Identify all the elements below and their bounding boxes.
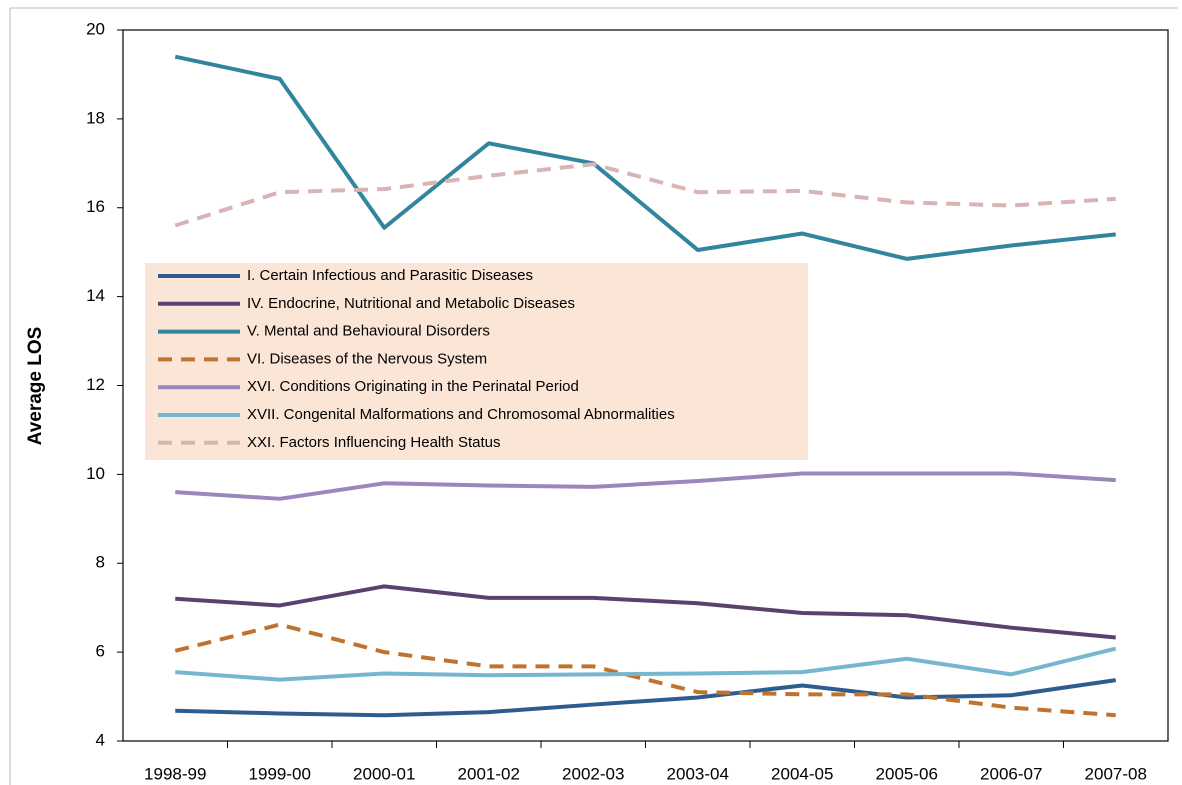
x-tick-label: 2001-02 [458, 764, 520, 783]
legend: I. Certain Infectious and Parasitic Dise… [158, 267, 675, 451]
series-line [175, 471, 1116, 501]
y-tick-label: 16 [86, 197, 105, 216]
x-tick-label: 2005-06 [876, 764, 938, 783]
x-tick-label: 2007-08 [1085, 764, 1147, 783]
legend-label: VI. Diseases of the Nervous System [247, 350, 487, 367]
x-tick-label: 1998-99 [144, 764, 206, 783]
legend-label: I. Certain Infectious and Parasitic Dise… [247, 267, 533, 284]
legend-label: V. Mental and Behavioural Disorders [247, 323, 490, 340]
series-line [175, 646, 1117, 682]
y-axis-label: Average LOS [25, 327, 46, 446]
y-tick-label: 10 [86, 464, 105, 483]
y-tick-label: 6 [96, 642, 105, 661]
x-tick-label: 2004-05 [771, 764, 833, 783]
y-tick-label: 4 [96, 730, 105, 749]
series-line [175, 584, 1116, 640]
legend-label: XXI. Factors Influencing Health Status [247, 434, 500, 451]
x-tick-label: 1999-00 [249, 764, 311, 783]
x-tick-label: 2006-07 [980, 764, 1042, 783]
y-tick-label: 18 [86, 108, 105, 127]
legend-label: XVII. Congenital Malformations and Chrom… [247, 406, 675, 423]
y-tick-label: 8 [96, 553, 105, 572]
x-tick-label: 2002-03 [562, 764, 624, 783]
y-tick-label: 12 [86, 375, 105, 394]
series-line [174, 162, 1116, 228]
series-line [174, 54, 1116, 261]
plot: 4 6 8 10 12 14 16 18 20 1998-99 1999-00 2000-01 2001… [86, 19, 1147, 783]
series-line [174, 622, 1116, 718]
legend-box [145, 263, 808, 460]
series-line [175, 678, 1117, 718]
legend-label: IV. Endocrine, Nutritional and Metabolic… [247, 295, 575, 312]
legend-label: XVI. Conditions Originating in the Perin… [247, 378, 579, 395]
x-tick-label: 2000-01 [353, 764, 415, 783]
x-tick-label: 2003-04 [667, 764, 729, 783]
y-tick-label: 20 [86, 19, 105, 38]
y-tick-label: 14 [86, 286, 105, 305]
